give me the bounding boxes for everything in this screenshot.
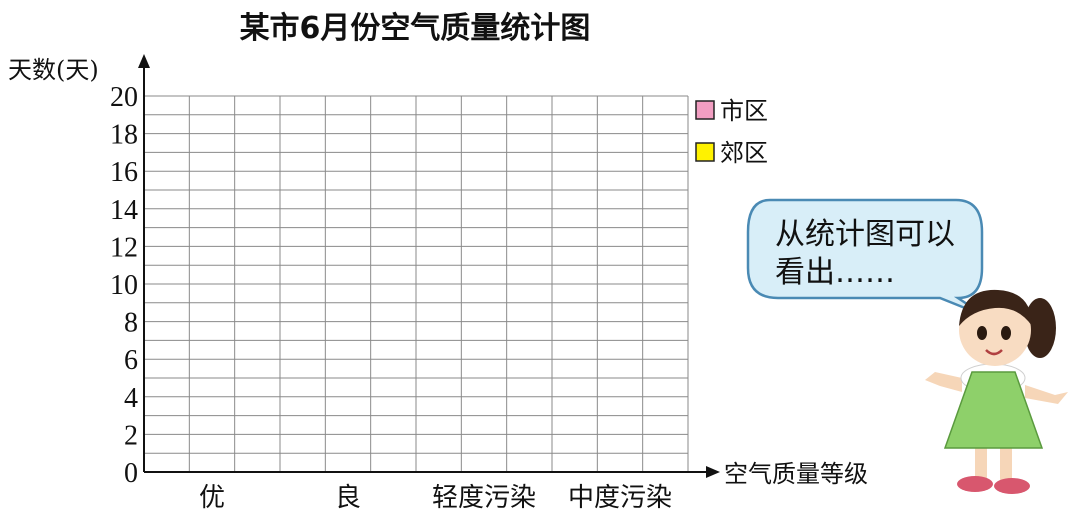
legend: 市区 郊区 <box>695 97 768 167</box>
chart-axes <box>138 54 720 478</box>
eye-left-icon <box>977 326 987 340</box>
x-category-label: 轻度污染 <box>432 483 536 513</box>
y-tick-label: 12 <box>110 232 138 263</box>
arm-right-icon <box>1025 385 1068 404</box>
leg-right-icon <box>1000 440 1012 480</box>
shoe-right-icon <box>994 478 1030 494</box>
x-category-label: 中度污染 <box>568 483 672 513</box>
legend-label-suburban: 郊区 <box>720 139 768 167</box>
speech-bubble: 从统计图可以 看出…… <box>746 198 986 318</box>
y-tick-label: 14 <box>110 195 138 226</box>
x-category-label: 优 <box>199 483 225 513</box>
y-tick-label: 18 <box>110 120 138 151</box>
x-axis-title: 空气质量等级 <box>724 460 868 488</box>
y-tick-label: 10 <box>110 270 138 301</box>
y-tick-label: 4 <box>124 383 138 414</box>
y-axis-title: 天数(天) <box>8 56 99 84</box>
cartoon-girl-illustration <box>925 289 1068 494</box>
y-axis-arrow-icon <box>138 54 150 68</box>
leg-left-icon <box>975 440 987 480</box>
speech-bubble-line-1: 从统计图可以 <box>775 217 955 252</box>
arm-left-icon <box>925 372 962 392</box>
hair-icon <box>959 289 1032 326</box>
x-category-label: 良 <box>335 483 361 513</box>
y-tick-label: 16 <box>110 157 138 188</box>
speech-bubble-line-2: 看出…… <box>775 255 895 290</box>
legend-label-urban: 市区 <box>720 97 768 125</box>
y-tick-label: 0 <box>124 458 138 489</box>
y-tick-label: 2 <box>124 420 138 451</box>
x-category-labels: 优 良 轻度污染 中度污染 <box>199 483 672 513</box>
y-tick-label: 20 <box>110 82 138 113</box>
eye-right-icon <box>1001 326 1011 340</box>
legend-swatch-suburban <box>695 142 715 162</box>
y-tick-label: 6 <box>124 345 138 376</box>
shoe-left-icon <box>957 476 993 492</box>
chart-title: 某市6月份空气质量统计图 <box>240 11 591 46</box>
legend-swatch-urban <box>695 100 715 120</box>
chart-grid <box>143 95 689 473</box>
x-axis-arrow-icon <box>706 466 720 478</box>
dress-icon <box>943 371 1044 449</box>
ponytail-icon <box>1024 298 1056 358</box>
mouth-icon <box>985 349 1003 356</box>
y-tick-labels: 0 2 4 6 8 10 12 14 16 18 20 <box>110 82 138 489</box>
y-tick-label: 8 <box>124 308 138 339</box>
